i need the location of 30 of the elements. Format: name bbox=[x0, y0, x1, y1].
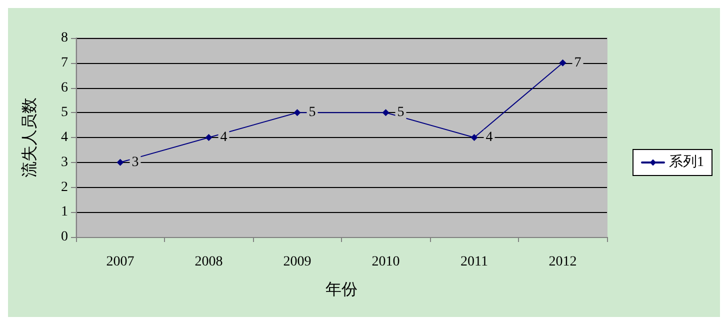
point bbox=[559, 59, 566, 66]
point bbox=[294, 109, 301, 116]
y-tick-label: 2 bbox=[61, 180, 68, 195]
y-tick-label: 0 bbox=[61, 230, 68, 244]
point bbox=[116, 158, 124, 166]
y-axis-title: 流失人员数 bbox=[20, 98, 38, 178]
y-tick-label: 6 bbox=[61, 80, 68, 96]
y-tick-label: 4 bbox=[61, 130, 68, 145]
x-tick-label: 2012 bbox=[548, 254, 577, 270]
y-tick-label: 1 bbox=[61, 204, 68, 220]
point bbox=[470, 134, 478, 141]
data-label: 4 bbox=[486, 130, 493, 145]
x-tick-label: 2010 bbox=[372, 254, 400, 270]
y-tick-label: 8 bbox=[61, 30, 68, 46]
data-label: 5 bbox=[397, 105, 404, 120]
data-label: 5 bbox=[308, 105, 316, 120]
x-tick-label: 2007 bbox=[106, 254, 134, 270]
data-label: 4 bbox=[220, 130, 228, 145]
y-tick-label: 7 bbox=[61, 55, 68, 70]
point bbox=[382, 109, 390, 116]
point bbox=[205, 134, 212, 141]
x-axis-title: 年份 bbox=[326, 282, 358, 298]
x-tick-label: 2009 bbox=[283, 254, 312, 270]
data-label: 3 bbox=[132, 154, 139, 170]
data-label: 7 bbox=[574, 55, 582, 70]
x-tick-label: 2011 bbox=[460, 254, 488, 270]
y-tick-label: 5 bbox=[61, 105, 68, 120]
y-tick-label: 3 bbox=[61, 154, 68, 170]
legend-label: 系列1 bbox=[669, 154, 704, 170]
x-tick-label: 2008 bbox=[194, 254, 223, 270]
